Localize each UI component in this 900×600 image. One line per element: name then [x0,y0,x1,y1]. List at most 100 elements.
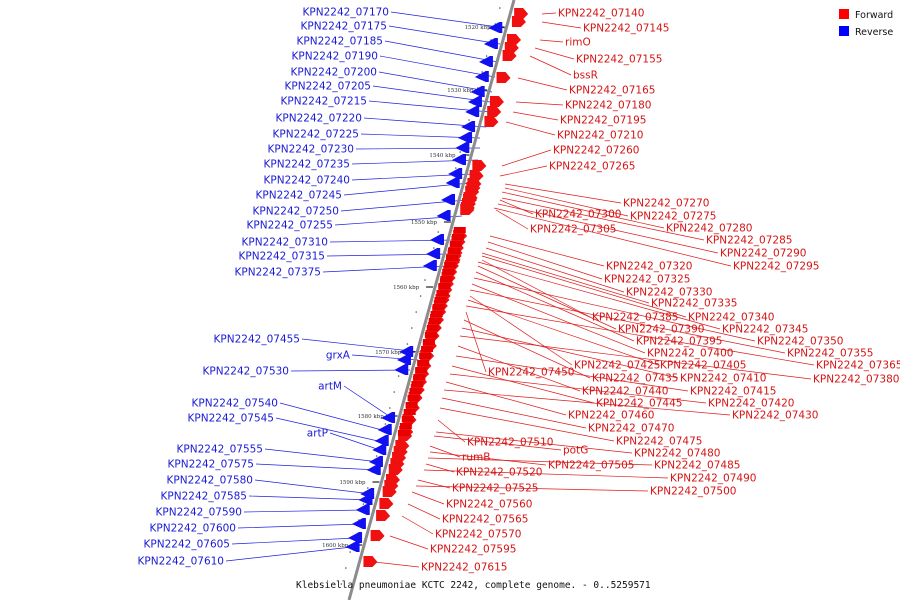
forward-gene-label[interactable]: KPN2242_07460 [568,410,654,422]
reverse-gene[interactable] [372,444,387,455]
forward-gene[interactable] [487,106,502,117]
reverse-gene-label[interactable]: KPN2242_07600 [150,523,236,535]
reverse-gene[interactable] [366,464,381,475]
reverse-gene-label[interactable]: KPN2242_07240 [264,175,350,187]
forward-gene-label[interactable]: KPN2242_07430 [732,410,818,422]
reverse-gene[interactable] [374,435,389,446]
forward-gene-label[interactable]: potG [563,445,588,457]
reverse-gene-label[interactable]: KPN2242_07540 [192,398,278,410]
forward-gene[interactable] [446,255,459,261]
forward-gene-label[interactable]: rimO [565,37,591,49]
reverse-gene-label[interactable]: KPN2242_07575 [168,459,254,471]
reverse-gene[interactable] [355,504,370,515]
forward-gene-label[interactable]: KPN2242_07450 [488,367,574,379]
forward-gene-label[interactable]: KPN2242_07510 [467,437,553,449]
reverse-gene-label[interactable]: grxA [326,350,351,362]
forward-gene-label[interactable]: KPN2242_07300 [535,209,621,221]
forward-gene-label[interactable]: KPN2242_07440 [582,386,668,398]
forward-gene-label[interactable]: KPN2242_07155 [576,54,662,66]
forward-gene-label[interactable]: KPN2242_07500 [650,486,736,498]
reverse-gene[interactable] [441,194,455,205]
reverse-gene[interactable] [351,518,366,529]
forward-gene-label[interactable]: KPN2242_07505 [548,460,634,472]
forward-gene[interactable] [415,367,428,373]
reverse-gene-label[interactable]: KPN2242_07170 [303,7,389,19]
forward-gene-label[interactable]: KPN2242_07265 [549,161,635,173]
forward-gene-label[interactable]: KPN2242_07275 [630,211,716,223]
reverse-gene-label[interactable]: KPN2242_07255 [247,220,333,232]
reverse-gene-label[interactable]: KPN2242_07185 [297,36,383,48]
forward-gene-label[interactable]: KPN2242_07270 [623,198,709,210]
forward-gene[interactable] [460,202,475,213]
reverse-gene[interactable] [377,424,392,435]
reverse-gene-label[interactable]: KPN2242_07555 [177,444,263,456]
reverse-gene-label[interactable]: KPN2242_07610 [138,556,224,568]
reverse-gene-label[interactable]: KPN2242_07235 [264,159,350,171]
reverse-gene[interactable] [458,132,473,143]
forward-gene-label[interactable]: KPN2242_07140 [558,8,644,20]
forward-gene-label[interactable]: KPN2242_07400 [647,348,733,360]
forward-gene-label[interactable]: KPN2242_07365 [816,360,900,372]
forward-gene[interactable] [484,116,499,127]
forward-gene[interactable] [419,353,432,359]
forward-gene[interactable] [424,332,437,338]
forward-gene-label[interactable]: KPN2242_07390 [618,324,704,336]
forward-gene[interactable] [440,276,453,282]
forward-gene-label[interactable]: KPN2242_07445 [596,398,682,410]
forward-gene-label[interactable]: KPN2242_07335 [651,298,737,310]
forward-gene[interactable] [489,96,504,107]
reverse-gene[interactable] [470,86,485,97]
forward-gene-label[interactable]: KPN2242_07290 [720,248,806,260]
forward-gene-label[interactable]: KPN2242_07470 [588,423,674,435]
reverse-gene[interactable] [452,154,466,165]
reverse-gene-label[interactable]: KPN2242_07590 [156,507,242,519]
forward-gene[interactable] [442,269,455,275]
forward-gene-label[interactable]: KPN2242_07385 [592,312,678,324]
forward-gene[interactable] [426,325,439,331]
forward-gene-label[interactable]: KPN2242_07615 [421,562,507,574]
reverse-gene[interactable] [436,210,451,221]
forward-gene[interactable] [409,388,422,394]
forward-gene-label[interactable]: KPN2242_07405 [660,360,746,372]
forward-gene[interactable] [451,234,464,240]
forward-gene-label[interactable]: KPN2242_07420 [708,398,794,410]
reverse-gene[interactable] [422,260,437,271]
reverse-gene[interactable] [397,354,411,365]
forward-gene-label[interactable]: KPN2242_07355 [787,348,873,360]
forward-gene[interactable] [397,430,410,436]
reverse-gene-label[interactable]: KPN2242_07225 [273,129,359,141]
forward-gene[interactable] [413,374,426,380]
reverse-gene-label[interactable]: KPN2242_07220 [276,113,362,125]
reverse-gene[interactable] [467,96,482,107]
forward-gene-label[interactable]: KPN2242_07480 [634,448,720,460]
reverse-gene[interactable] [394,364,409,375]
forward-gene[interactable] [434,297,447,303]
forward-gene[interactable] [403,409,416,415]
reverse-gene-label[interactable]: artP [307,428,328,440]
forward-gene-label[interactable]: KPN2242_07490 [670,473,756,485]
forward-gene-label[interactable]: KPN2242_07560 [446,499,532,511]
forward-gene[interactable] [453,227,466,233]
forward-gene-label[interactable]: KPN2242_07145 [583,23,669,35]
forward-gene[interactable] [382,486,397,497]
forward-gene-label[interactable]: KPN2242_07180 [565,100,651,112]
forward-gene-label[interactable]: KPN2242_07350 [757,336,843,348]
forward-gene-label[interactable]: KPN2242_07305 [530,224,616,236]
forward-gene[interactable] [370,530,385,541]
reverse-gene-label[interactable]: KPN2242_07545 [188,413,274,425]
forward-gene-label[interactable]: KPN2242_07325 [604,274,690,286]
forward-gene[interactable] [444,262,457,268]
reverse-gene-label[interactable]: artM [318,381,342,393]
forward-gene-label[interactable]: KPN2242_07520 [456,467,542,479]
forward-gene-label[interactable]: KPN2242_07395 [636,336,722,348]
forward-gene[interactable] [388,464,403,475]
forward-gene-label[interactable]: KPN2242_07425 [574,360,660,372]
forward-gene-label[interactable]: KPN2242_07165 [569,85,655,97]
reverse-gene[interactable] [461,121,476,132]
forward-gene-label[interactable]: KPN2242_07285 [706,235,792,247]
reverse-gene[interactable] [445,177,460,188]
forward-gene-label[interactable]: KPN2242_07565 [442,514,528,526]
reverse-gene-label[interactable]: KPN2242_07585 [161,491,247,503]
forward-gene-label[interactable]: KPN2242_07345 [722,324,808,336]
reverse-gene[interactable] [488,22,503,33]
